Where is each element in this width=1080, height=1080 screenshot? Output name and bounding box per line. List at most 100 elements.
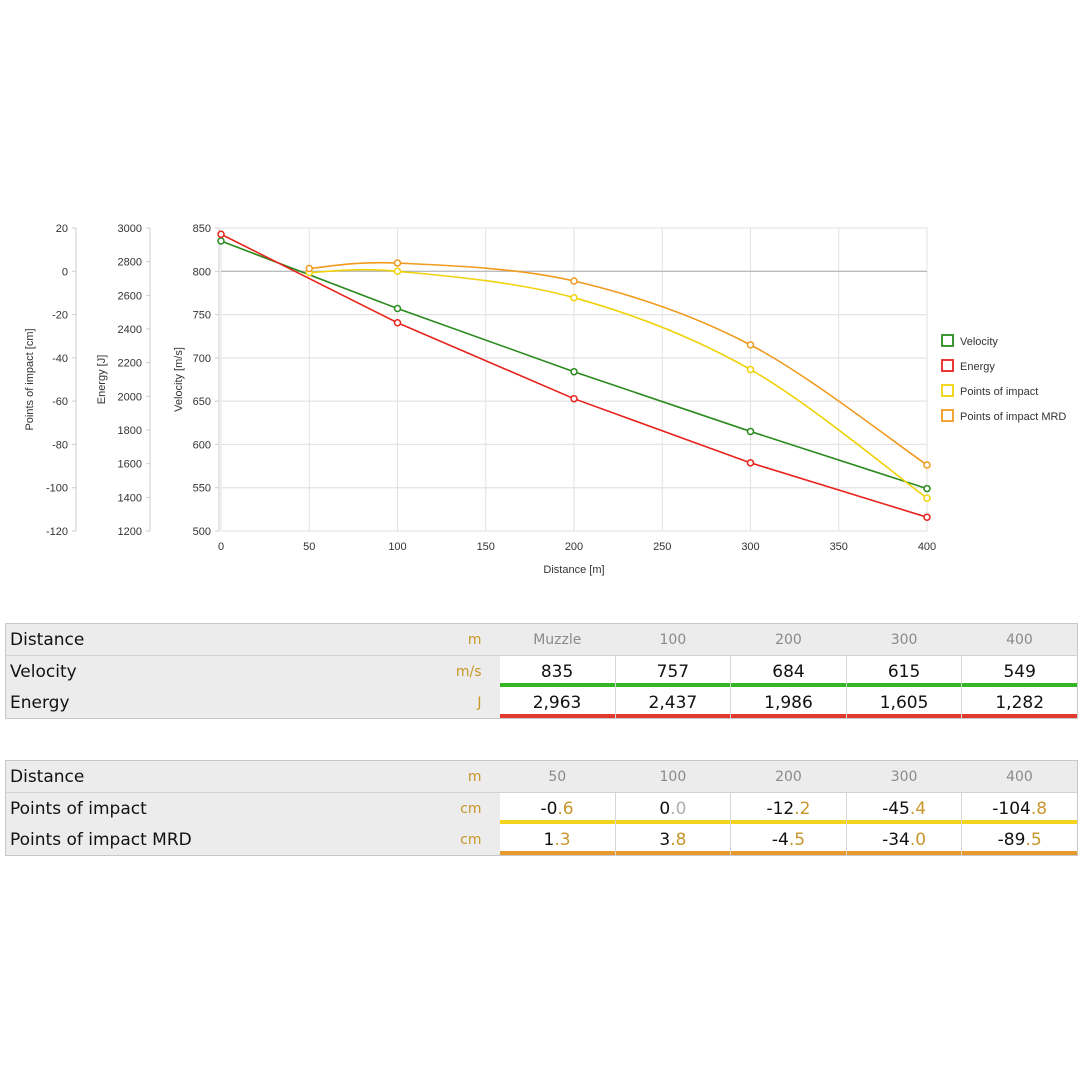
table-header-row: Distance m 50 100 200 300 400 (5, 760, 1078, 793)
points-of-impact-mrd-point (746, 341, 755, 349)
points-of-impact-mrd-point (570, 277, 578, 285)
velocity-value: 549 (961, 655, 1078, 687)
energy-tick-label: 2000 (118, 391, 142, 403)
velocity-tick-label: 750 (193, 310, 211, 322)
x-tick-label: 400 (918, 541, 936, 553)
ballistics-chart: 0 50 100 150 200 250 300 350 400200-20-40-60-80-… (24, 223, 1066, 576)
velocity-axis-title: Velocity [m/s] (173, 347, 185, 412)
energy-tick-label: 2400 (118, 324, 142, 336)
value-integer: 1 (543, 829, 555, 850)
poi-tick-label: -40 (52, 353, 68, 365)
velocity-value: 835 (499, 655, 616, 687)
poi-tick-label: 0 (62, 266, 68, 278)
value-decimal: .4 (909, 798, 927, 819)
value-integer: 757 (656, 661, 690, 682)
points-of-impact-mrd-point (393, 259, 402, 267)
velocity-row: Velocity m/s 835 757 684 615 549 (5, 655, 1078, 687)
header-label: Distance (5, 623, 385, 656)
value-decimal: .0 (670, 798, 687, 819)
column-header: 200 (730, 760, 847, 793)
points-of-impact-mrd-legend-swatch (941, 409, 954, 422)
velocity-point (923, 484, 931, 493)
points-of-impact-value: -0.6 (499, 792, 616, 824)
x-tick-label: 50 (303, 541, 315, 553)
points-of-impact-point (393, 267, 402, 276)
velocity-point (217, 237, 225, 245)
x-tick-label: 300 (741, 541, 759, 553)
gridlines (220, 227, 928, 532)
poi-tick-label: -100 (46, 483, 68, 495)
poi-tick-label: -20 (52, 310, 68, 322)
velocity-point (393, 304, 402, 313)
energy-tick-label: 1200 (118, 526, 142, 538)
value-integer: -34 (882, 829, 910, 850)
value-decimal: .0 (909, 829, 927, 850)
plot-lines (217, 230, 931, 521)
value-integer: 1,282 (995, 692, 1045, 713)
energy-point (217, 230, 225, 238)
energy-tick-label: 2800 (118, 257, 142, 269)
points-of-impact-mrd-point (305, 264, 313, 273)
velocity-value: 757 (614, 655, 731, 687)
legend: Velocity Energy Points of impact Points of … (941, 334, 1066, 423)
value-integer: -104 (992, 798, 1031, 819)
points-of-impact-mrd-value: -4.5 (730, 824, 847, 856)
energy-value: 1,282 (961, 687, 1078, 719)
energy-legend-label: Energy (960, 361, 995, 373)
value-integer: 684 (772, 661, 805, 682)
energy-value: 2,963 (499, 687, 616, 719)
velocity-legend-label: Velocity (960, 336, 998, 348)
value-decimal: .5 (1025, 829, 1042, 850)
value-integer: -0 (540, 798, 558, 819)
points-of-impact-mrd-label: Points of impact MRD (5, 824, 385, 856)
energy-axis-title: Energy [J] (96, 355, 108, 405)
points-of-impact-mrd-legend-label: Points of impact MRD (960, 411, 1066, 423)
axes: 0 50 100 150 200 250 300 350 400200-20-40-60-80-… (24, 223, 936, 576)
velocity-tick-label: 550 (193, 483, 211, 495)
value-integer: -89 (997, 829, 1026, 850)
x-tick-label: 350 (830, 541, 848, 553)
velocity-point (570, 367, 578, 376)
value-integer: 1,605 (879, 692, 929, 713)
energy-point (570, 394, 578, 403)
value-decimal: .8 (670, 829, 687, 850)
x-axis-title: Distance [m] (543, 564, 604, 576)
velocity-tick-label: 850 (193, 223, 211, 235)
points-of-impact-mrd-value: -34.0 (845, 824, 962, 856)
value-integer: -12 (766, 798, 795, 819)
points-of-impact-mrd-value: 3.8 (614, 824, 731, 856)
velocity-tick-label: 700 (193, 353, 211, 365)
energy-tick-label: 3000 (118, 223, 142, 235)
column-header: 300 (846, 760, 962, 793)
value-decimal: .5 (788, 829, 806, 850)
energy-value: 1,986 (730, 687, 847, 719)
points-of-impact-point (746, 365, 755, 374)
velocity-tick-label: 800 (193, 266, 211, 278)
energy-tick-label: 2200 (118, 358, 142, 370)
value-decimal: .8 (1030, 798, 1048, 819)
x-tick-label: 150 (477, 541, 495, 553)
poi-tick-label: 20 (56, 223, 68, 235)
x-tick-label: 200 (565, 541, 583, 553)
column-header: 200 (730, 623, 847, 656)
poi-tick-label: -80 (52, 439, 68, 451)
energy-legend-swatch (941, 359, 954, 372)
column-header: 400 (961, 760, 1078, 793)
value-integer: 1,986 (764, 692, 813, 713)
velocity-energy-table: Distance m Muzzle 100 200 300 400 Velocity m/s 83… (5, 623, 1078, 719)
points-of-impact-value: -104.8 (961, 792, 1078, 824)
energy-tick-label: 1400 (118, 492, 142, 504)
value-decimal: .6 (557, 798, 574, 819)
energy-point (923, 513, 931, 521)
value-decimal: .3 (554, 829, 571, 850)
points-of-impact-mrd-unit: cm (384, 824, 500, 856)
header-unit: m (384, 623, 500, 656)
column-header: 100 (615, 760, 731, 793)
velocity-tick-label: 600 (193, 439, 211, 451)
column-header: 50 (499, 760, 616, 793)
velocity-tick-label: 650 (193, 396, 211, 408)
points-of-impact-line (309, 268, 928, 499)
energy-tick-label: 1600 (118, 459, 142, 471)
energy-point (393, 319, 402, 327)
x-tick-label: 100 (388, 541, 406, 553)
